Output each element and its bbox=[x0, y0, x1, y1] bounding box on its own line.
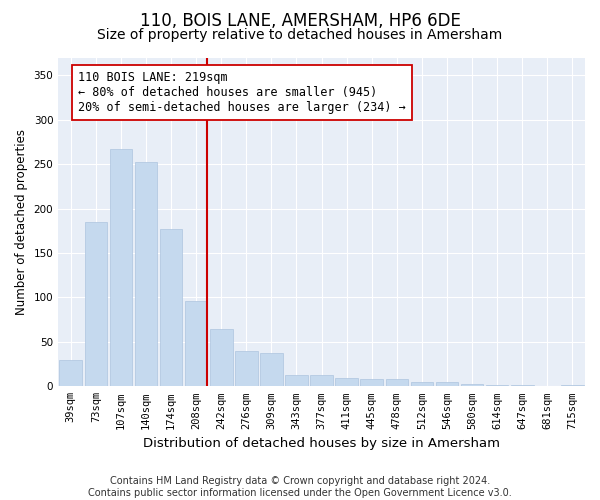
Text: Size of property relative to detached houses in Amersham: Size of property relative to detached ho… bbox=[97, 28, 503, 42]
Bar bbox=[285, 375, 308, 386]
Bar bbox=[361, 379, 383, 386]
Bar bbox=[461, 384, 484, 386]
Bar bbox=[185, 301, 208, 386]
Text: 110 BOIS LANE: 219sqm
← 80% of detached houses are smaller (945)
20% of semi-det: 110 BOIS LANE: 219sqm ← 80% of detached … bbox=[78, 71, 406, 114]
Bar bbox=[110, 149, 132, 386]
Bar bbox=[235, 351, 257, 386]
Bar bbox=[310, 375, 333, 386]
Bar bbox=[260, 352, 283, 386]
X-axis label: Distribution of detached houses by size in Amersham: Distribution of detached houses by size … bbox=[143, 437, 500, 450]
Bar bbox=[160, 229, 182, 386]
Bar bbox=[85, 222, 107, 386]
Bar bbox=[410, 382, 433, 386]
Y-axis label: Number of detached properties: Number of detached properties bbox=[15, 129, 28, 315]
Bar bbox=[59, 360, 82, 386]
Bar bbox=[335, 378, 358, 386]
Text: Contains HM Land Registry data © Crown copyright and database right 2024.
Contai: Contains HM Land Registry data © Crown c… bbox=[88, 476, 512, 498]
Bar bbox=[386, 379, 408, 386]
Text: 110, BOIS LANE, AMERSHAM, HP6 6DE: 110, BOIS LANE, AMERSHAM, HP6 6DE bbox=[140, 12, 460, 30]
Bar bbox=[210, 328, 233, 386]
Bar bbox=[134, 162, 157, 386]
Bar bbox=[436, 382, 458, 386]
Bar bbox=[486, 384, 508, 386]
